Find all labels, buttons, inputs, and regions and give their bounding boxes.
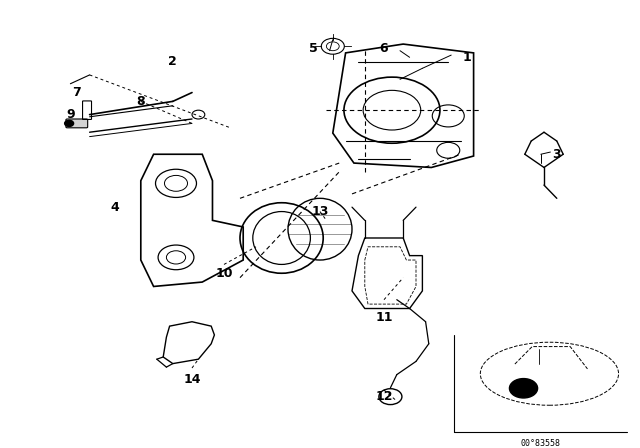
Text: 2: 2 (168, 55, 177, 68)
Text: 8: 8 (136, 95, 145, 108)
Text: 14: 14 (183, 373, 201, 386)
Text: 9: 9 (66, 108, 75, 121)
Text: 00°83558: 00°83558 (521, 439, 561, 448)
Circle shape (65, 121, 74, 126)
Text: 13: 13 (311, 205, 329, 218)
Text: 1: 1 (463, 51, 472, 64)
Text: 3: 3 (552, 148, 561, 161)
Circle shape (509, 379, 538, 398)
Text: 6: 6 (380, 42, 388, 55)
Text: 4: 4 (111, 201, 120, 214)
Text: 7: 7 (72, 86, 81, 99)
FancyBboxPatch shape (66, 119, 88, 128)
Text: 10: 10 (215, 267, 233, 280)
Text: 5: 5 (309, 42, 318, 55)
Text: 12: 12 (375, 390, 393, 403)
Text: 11: 11 (375, 311, 393, 324)
